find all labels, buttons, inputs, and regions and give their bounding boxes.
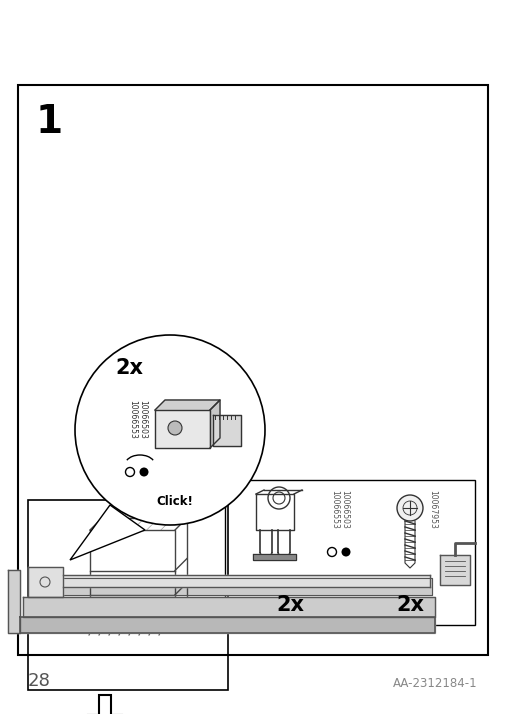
Polygon shape — [63, 575, 429, 587]
Polygon shape — [20, 617, 434, 633]
Polygon shape — [28, 567, 63, 597]
Circle shape — [75, 335, 265, 525]
Text: 1: 1 — [36, 103, 63, 141]
Text: 2x: 2x — [395, 595, 423, 615]
Text: 10066503: 10066503 — [339, 490, 348, 529]
Text: 10066553: 10066553 — [329, 490, 338, 529]
Bar — [28, 500, 228, 690]
Text: 2x: 2x — [115, 358, 143, 378]
Polygon shape — [70, 505, 145, 560]
Polygon shape — [155, 400, 220, 410]
Text: Click!: Click! — [156, 495, 193, 508]
Circle shape — [341, 548, 350, 556]
Text: 2x: 2x — [275, 595, 304, 615]
Polygon shape — [58, 578, 431, 595]
Polygon shape — [439, 555, 469, 585]
Polygon shape — [155, 410, 210, 448]
Polygon shape — [87, 695, 123, 714]
Circle shape — [168, 421, 182, 435]
Circle shape — [396, 495, 422, 521]
Text: 10066503: 10066503 — [138, 400, 147, 439]
Bar — [225, 480, 474, 625]
Polygon shape — [213, 415, 240, 446]
Polygon shape — [210, 400, 220, 448]
Text: 10066553: 10066553 — [128, 400, 137, 439]
Text: AA-2312184-1: AA-2312184-1 — [392, 677, 477, 690]
Text: 28: 28 — [28, 672, 51, 690]
Bar — [18, 85, 487, 655]
Polygon shape — [8, 570, 20, 633]
Circle shape — [139, 468, 148, 476]
Text: 10067953: 10067953 — [427, 490, 436, 529]
Polygon shape — [252, 554, 295, 560]
Polygon shape — [23, 597, 434, 617]
